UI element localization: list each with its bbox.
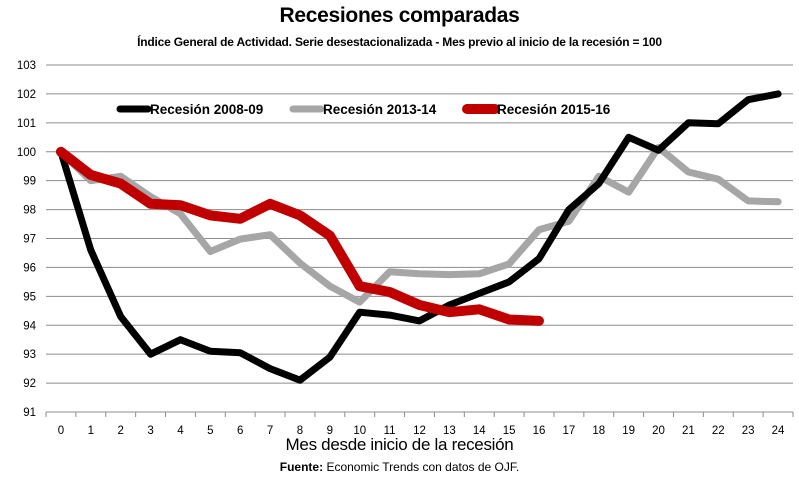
legend-label: Recesión 2015-16 — [497, 102, 611, 117]
legend-label: Recesión 2013-14 — [323, 102, 437, 117]
series-lines — [55, 90, 782, 384]
x-axis-label: Mes desde inicio de la recesión — [285, 435, 514, 454]
x-tick-label: 21 — [682, 425, 695, 437]
x-tick-label: 20 — [652, 425, 665, 437]
x-tick-label: 3 — [147, 425, 153, 437]
y-tick-label: 92 — [23, 378, 36, 390]
x-tick-label: 12 — [413, 425, 426, 437]
y-axis-ticks: 91 92 93 94 95 96 97 98 99 100 101 102 103 — [17, 60, 37, 419]
series-line-2013-14 — [57, 143, 782, 306]
x-tick-label: 15 — [503, 425, 516, 437]
y-tick-label: 98 — [23, 205, 36, 217]
y-tick-label: 91 — [23, 407, 36, 419]
x-tick-label: 8 — [297, 425, 303, 437]
x-tick-label: 2 — [117, 425, 123, 437]
y-tick-label: 101 — [17, 118, 36, 130]
x-tick-label: 7 — [267, 425, 273, 437]
y-tick-label: 102 — [17, 89, 36, 101]
legend-label: Recesión 2008-09 — [150, 102, 263, 117]
source-text: Economic Trends con datos de OJF. — [326, 460, 520, 474]
y-tick-label: 103 — [17, 60, 36, 72]
y-tick-label: 96 — [23, 262, 36, 274]
x-tick-label: 10 — [353, 425, 366, 437]
x-tick-label: 18 — [592, 425, 605, 437]
x-tick-label: 6 — [237, 425, 243, 437]
x-tick-label: 1 — [88, 425, 94, 437]
x-tick-label: 19 — [622, 425, 635, 437]
series-line-2015-16 — [55, 146, 544, 326]
gridlines — [46, 64, 793, 384]
y-tick-label: 99 — [23, 176, 36, 188]
x-tick-label: 16 — [533, 425, 546, 437]
chart-subtitle: Índice General de Actividad. Serie deses… — [137, 35, 662, 49]
x-tick-label: 22 — [712, 425, 725, 437]
chart-title: Recesiones comparadas — [279, 4, 520, 27]
y-tick-label: 95 — [23, 291, 36, 303]
y-tick-label: 97 — [23, 234, 36, 246]
x-tick-label: 0 — [58, 425, 64, 437]
legend: Recesión 2008-09 Recesión 2013-14 Recesión… — [116, 102, 611, 117]
source-note: Fuente: Economic Trends con datos de OJF… — [0, 460, 799, 474]
x-tick-label: 5 — [207, 425, 213, 437]
x-tick-label: 4 — [177, 425, 184, 437]
x-tick-label: 14 — [473, 425, 486, 437]
x-tick-label: 11 — [384, 425, 396, 437]
x-tick-label: 17 — [563, 425, 576, 437]
x-tick-label: 24 — [772, 425, 785, 437]
y-tick-label: 94 — [23, 320, 36, 332]
series-line-2008-09 — [57, 90, 782, 384]
x-tick-label: 23 — [742, 425, 755, 437]
x-tick-label: 13 — [443, 425, 456, 437]
source-label: Fuente: — [279, 460, 324, 474]
y-tick-label: 93 — [23, 349, 36, 361]
y-tick-label: 100 — [17, 147, 36, 159]
x-tick-label: 9 — [327, 425, 333, 437]
x-axis: 0 1 2 3 4 5 6 7 8 9 10 11 12 13 14 15 16 17 18 19 20 21 22 23 24 — [45, 411, 794, 437]
